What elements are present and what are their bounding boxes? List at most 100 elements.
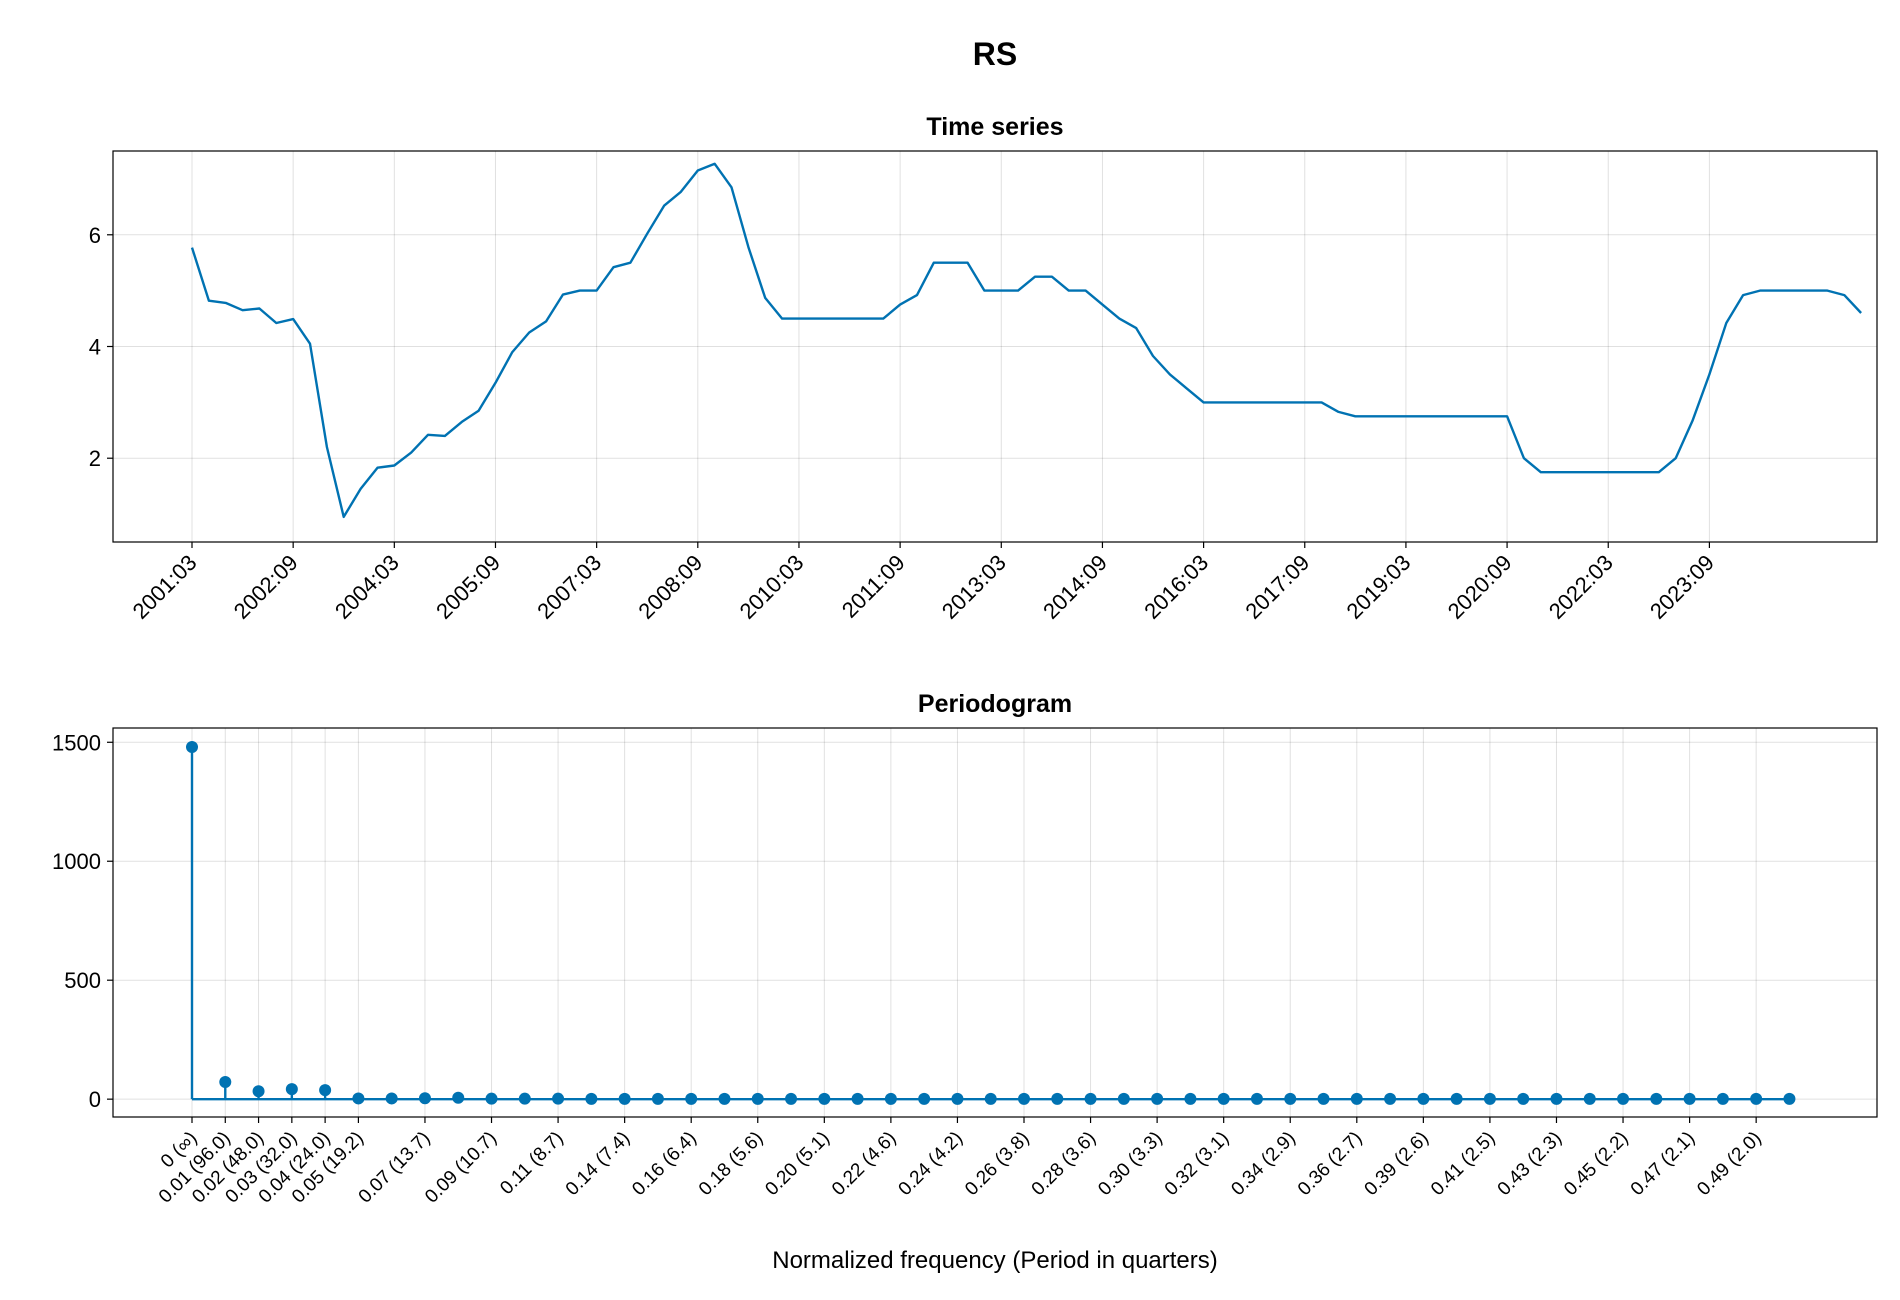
stem-marker (1750, 1092, 1763, 1105)
stem-marker (585, 1092, 598, 1105)
stem-marker (1018, 1092, 1030, 1105)
stem-marker (252, 1085, 265, 1098)
x-tick-label: 0.43 (2.3) (1494, 1128, 1566, 1200)
time-series-x-axis: 2001:03 2002:09 2004:03 2005:09 2007:03 2008:… (128, 542, 1719, 624)
y-tick-label: 500 (64, 968, 101, 993)
stem-marker (418, 1092, 431, 1105)
x-tick-label: 0.16 (6.4) (628, 1128, 700, 1200)
x-tick-label: 0.30 (3.3) (1094, 1128, 1166, 1200)
x-tick-label: 2016:03 (1139, 550, 1213, 624)
x-tick-label: 0.24 (4.2) (895, 1128, 967, 1200)
x-tick-label: 0.18 (5.6) (695, 1128, 767, 1200)
stem-marker (1317, 1092, 1330, 1105)
time-series-panel: Time series 246 2001:03 2002:09 2004:03 200… (89, 113, 1878, 624)
periodogram-x-axis: 0 (∞)0.01 (96.0)0.02 (48.0)0.03 (32.0)0.… (155, 1117, 1766, 1208)
x-tick-label: 0.20 (5.1) (761, 1128, 833, 1200)
stem-marker (552, 1092, 565, 1105)
x-tick-label: 0.14 (7.4) (562, 1128, 634, 1200)
stem-marker (718, 1092, 731, 1105)
time-series-grid (113, 151, 1877, 542)
stem-marker (1550, 1092, 1563, 1105)
periodogram-stems (186, 741, 1796, 1105)
stem-marker (1716, 1092, 1729, 1105)
periodogram-title: Periodogram (918, 690, 1072, 718)
stem-marker (1217, 1092, 1230, 1105)
x-tick-label: 0.47 (2.1) (1627, 1128, 1699, 1200)
stem-marker (219, 1076, 232, 1089)
x-tick-label: 2019:03 (1342, 550, 1416, 624)
stem-marker (285, 1083, 298, 1096)
periodogram-panel: Periodogram 0 500 1000 1500 0 (∞)0.01 (96.0… (52, 690, 1878, 1274)
x-tick-label: 2004:03 (330, 550, 404, 624)
x-tick-label: 2017:09 (1240, 550, 1314, 624)
y-tick-label: 2 (89, 446, 101, 471)
stem-marker (452, 1091, 465, 1104)
stem-marker (1517, 1092, 1530, 1105)
stem-marker (518, 1092, 531, 1105)
stem-marker (1284, 1092, 1297, 1105)
x-tick-label: 2008:09 (633, 550, 707, 624)
stem-marker (485, 1092, 498, 1105)
stem-marker (1450, 1092, 1463, 1105)
x-tick-label: 0.41 (2.5) (1427, 1128, 1499, 1200)
x-tick-label: 0.32 (3.1) (1161, 1128, 1233, 1200)
stem-marker (1683, 1092, 1696, 1105)
periodogram-grid (113, 728, 1877, 1117)
x-tick-label: 0.07 (13.7) (355, 1128, 435, 1208)
periodogram-y-axis: 0 500 1000 1500 (52, 730, 113, 1112)
x-tick-label: 2007:03 (532, 550, 606, 624)
x-tick-label: 0.36 (2.7) (1294, 1128, 1366, 1200)
stem-marker (651, 1092, 664, 1105)
x-tick-label: 0.45 (2.2) (1560, 1128, 1632, 1200)
x-tick-label: 0.49 (2.0) (1693, 1128, 1765, 1200)
stem-marker (618, 1092, 631, 1105)
x-tick-label: 0.22 (4.6) (828, 1128, 900, 1200)
stem-marker (884, 1092, 897, 1105)
stem-marker (1117, 1092, 1130, 1105)
stem-marker (385, 1092, 398, 1105)
x-tick-label: 2011:09 (837, 550, 910, 623)
y-tick-label: 6 (89, 223, 101, 248)
periodogram-x-axis-label: Normalized frequency (Period in quarters… (772, 1247, 1218, 1274)
stem-marker (1384, 1092, 1397, 1105)
stem-marker (685, 1092, 698, 1105)
stem-marker (1250, 1092, 1263, 1105)
stem-marker (1051, 1092, 1064, 1105)
stem-marker (918, 1092, 931, 1105)
x-tick-label: 2022:03 (1544, 550, 1618, 624)
stem-marker (851, 1092, 864, 1105)
figure-title: RS (973, 36, 1017, 72)
stem-marker (818, 1092, 831, 1105)
x-tick-label: 2010:03 (735, 550, 809, 624)
stem-marker (352, 1092, 365, 1105)
x-tick-label: 2002:09 (229, 550, 303, 624)
x-tick-label: 0.11 (8.7) (496, 1128, 567, 1199)
stem-marker (951, 1092, 964, 1105)
x-tick-label: 2001:03 (128, 550, 202, 624)
x-tick-label: 0.28 (3.6) (1028, 1128, 1100, 1200)
stem-marker (1783, 1092, 1796, 1105)
stem-marker (1350, 1092, 1363, 1105)
x-tick-label: 2005:09 (431, 550, 505, 624)
stem-marker (319, 1084, 332, 1097)
y-tick-label: 1500 (52, 730, 101, 755)
stem-marker (1084, 1092, 1097, 1105)
stem-marker (1583, 1092, 1596, 1105)
y-tick-label: 1000 (52, 849, 101, 874)
x-tick-label: 0.34 (2.9) (1227, 1128, 1299, 1200)
y-tick-label: 0 (89, 1087, 101, 1112)
stem-marker (1151, 1092, 1164, 1105)
x-tick-label: 0.26 (3.8) (961, 1128, 1033, 1200)
x-tick-label: 0.39 (2.6) (1361, 1128, 1433, 1200)
stem-marker (1650, 1092, 1663, 1105)
x-tick-label: 2014:09 (1038, 550, 1112, 624)
stem-marker (186, 741, 198, 754)
stem-marker (785, 1092, 798, 1105)
stem-marker (1417, 1092, 1430, 1105)
x-tick-label: 0.09 (10.7) (421, 1128, 501, 1208)
stem-marker (984, 1092, 997, 1105)
time-series-frame (112, 150, 1878, 543)
stem-marker (1483, 1092, 1496, 1105)
periodogram-frame (112, 727, 1878, 1118)
